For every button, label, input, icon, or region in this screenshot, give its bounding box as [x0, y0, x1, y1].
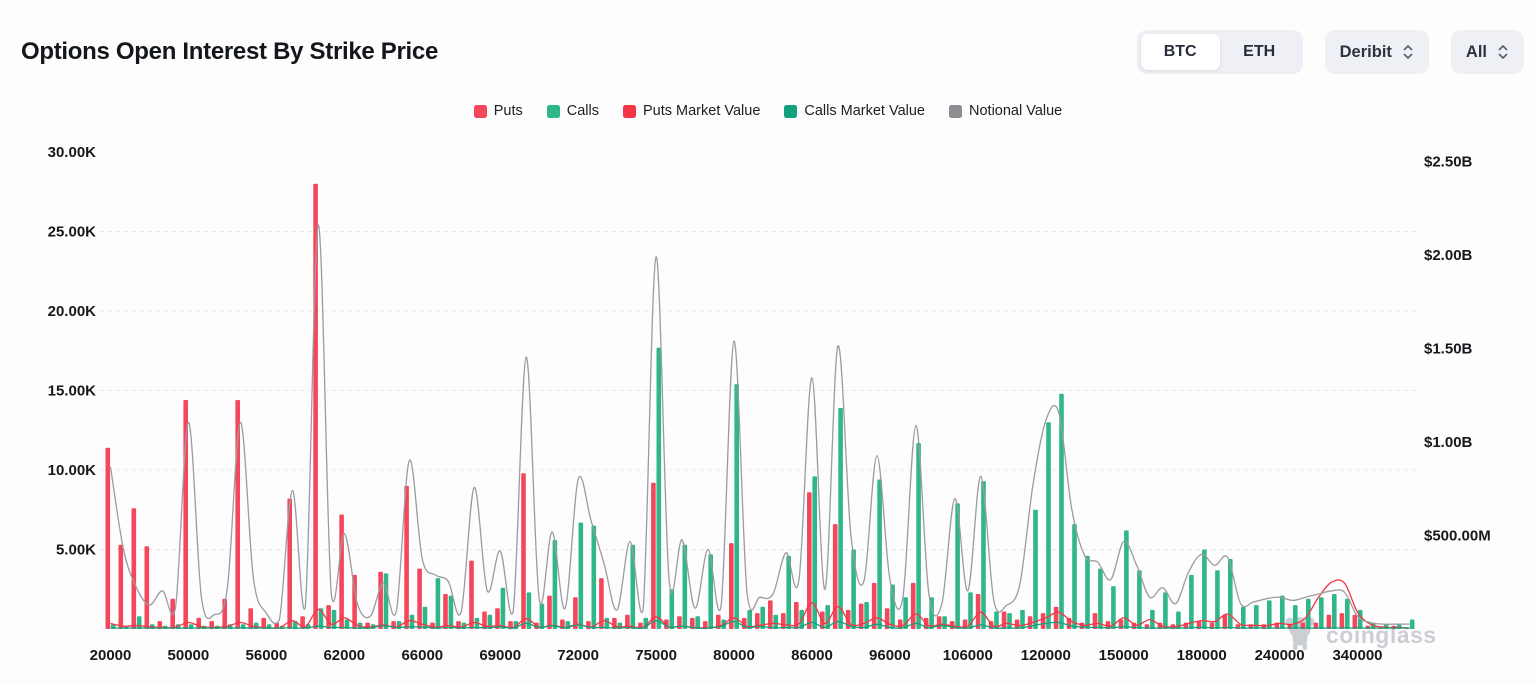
exchange-select[interactable]: Deribit — [1324, 30, 1429, 74]
coin-toggle-eth[interactable]: ETH — [1220, 34, 1299, 70]
x-axis-ticks: 20000 50000 56000 62000 66000 69000 72000 75000… — [90, 647, 1383, 664]
right-axis-tick: $1.50B — [1424, 340, 1473, 357]
coin-toggle-btc[interactable]: BTC — [1140, 34, 1220, 70]
x-axis-tick: 96000 — [869, 647, 911, 664]
line-puts-market-value — [110, 579, 1410, 629]
right-axis-tick: $1.00B — [1424, 434, 1473, 451]
x-axis-tick: 56000 — [246, 647, 288, 664]
chart-header: Options Open Interest By Strike Price BT… — [0, 0, 1536, 80]
x-axis-tick: 340000 — [1332, 647, 1382, 664]
x-axis-tick: 50000 — [168, 647, 210, 664]
left-axis-tick: 10.00K — [48, 462, 97, 479]
x-axis-tick: 20000 — [90, 647, 132, 664]
legend-item-notional-value[interactable]: Notional Value — [949, 103, 1062, 119]
updown-chevron-icon — [1498, 45, 1508, 59]
legend-item-calls[interactable]: Calls — [546, 103, 599, 119]
right-axis-tick: $2.00B — [1424, 247, 1473, 264]
x-axis-tick: 240000 — [1255, 647, 1305, 664]
x-axis-tick: 150000 — [1099, 647, 1149, 664]
puts-swatch-icon — [473, 104, 487, 118]
legend-item-puts[interactable]: Puts — [473, 103, 523, 119]
exchange-select-value: Deribit — [1339, 42, 1392, 61]
header-controls: BTC ETH Deribit All — [1136, 30, 1524, 74]
oi-by-strike-chart: 30.00K 25.00K 20.00K 15.00K 10.00K 5.00K $2.50… — [0, 117, 1536, 679]
x-axis-tick: 86000 — [791, 647, 833, 664]
x-axis-tick: 120000 — [1021, 647, 1071, 664]
chart-canvas[interactable]: 30.00K 25.00K 20.00K 15.00K 10.00K 5.00K $2.50… — [0, 117, 1536, 679]
updown-chevron-icon — [1403, 45, 1413, 59]
line-notional-value — [109, 224, 1410, 625]
range-select-value: All — [1465, 42, 1487, 61]
chart-legend: Puts Calls Puts Market Value Calls Marke… — [0, 103, 1536, 119]
right-axis-tick: $2.50B — [1424, 153, 1473, 170]
x-axis-tick: 72000 — [557, 647, 599, 664]
puts-market-value-swatch-icon — [622, 104, 636, 118]
left-axis-tick: 20.00K — [48, 303, 97, 320]
range-select[interactable]: All — [1450, 30, 1524, 74]
grid-lines: 30.00K 25.00K 20.00K 15.00K 10.00K 5.00K $2.50… — [48, 144, 1491, 559]
calls-swatch-icon — [546, 104, 560, 118]
bars-puts — [105, 183, 1410, 630]
legend-item-puts-market-value[interactable]: Puts Market Value — [622, 103, 760, 119]
x-axis-tick: 180000 — [1177, 647, 1227, 664]
left-axis-tick: 5.00K — [56, 542, 96, 559]
right-axis-tick: $500.00M — [1424, 527, 1491, 544]
x-axis-tick: 69000 — [479, 647, 521, 664]
left-axis-tick: 15.00K — [48, 383, 97, 400]
x-axis-tick: 62000 — [323, 647, 365, 664]
line-calls-market-value — [110, 619, 1410, 629]
x-axis-tick: 66000 — [401, 647, 443, 664]
x-axis-tick: 106000 — [943, 647, 993, 664]
coin-toggle: BTC ETH — [1136, 30, 1303, 74]
legend-item-calls-market-value[interactable]: Calls Market Value — [784, 103, 925, 119]
calls-market-value-swatch-icon — [784, 104, 798, 118]
x-axis-tick: 75000 — [635, 647, 677, 664]
x-axis-tick: 80000 — [713, 647, 755, 664]
left-axis-tick: 30.00K — [48, 144, 97, 161]
left-axis-tick: 25.00K — [48, 224, 97, 241]
notional-value-swatch-icon — [949, 104, 962, 118]
page-title: Options Open Interest By Strike Price — [21, 38, 439, 65]
